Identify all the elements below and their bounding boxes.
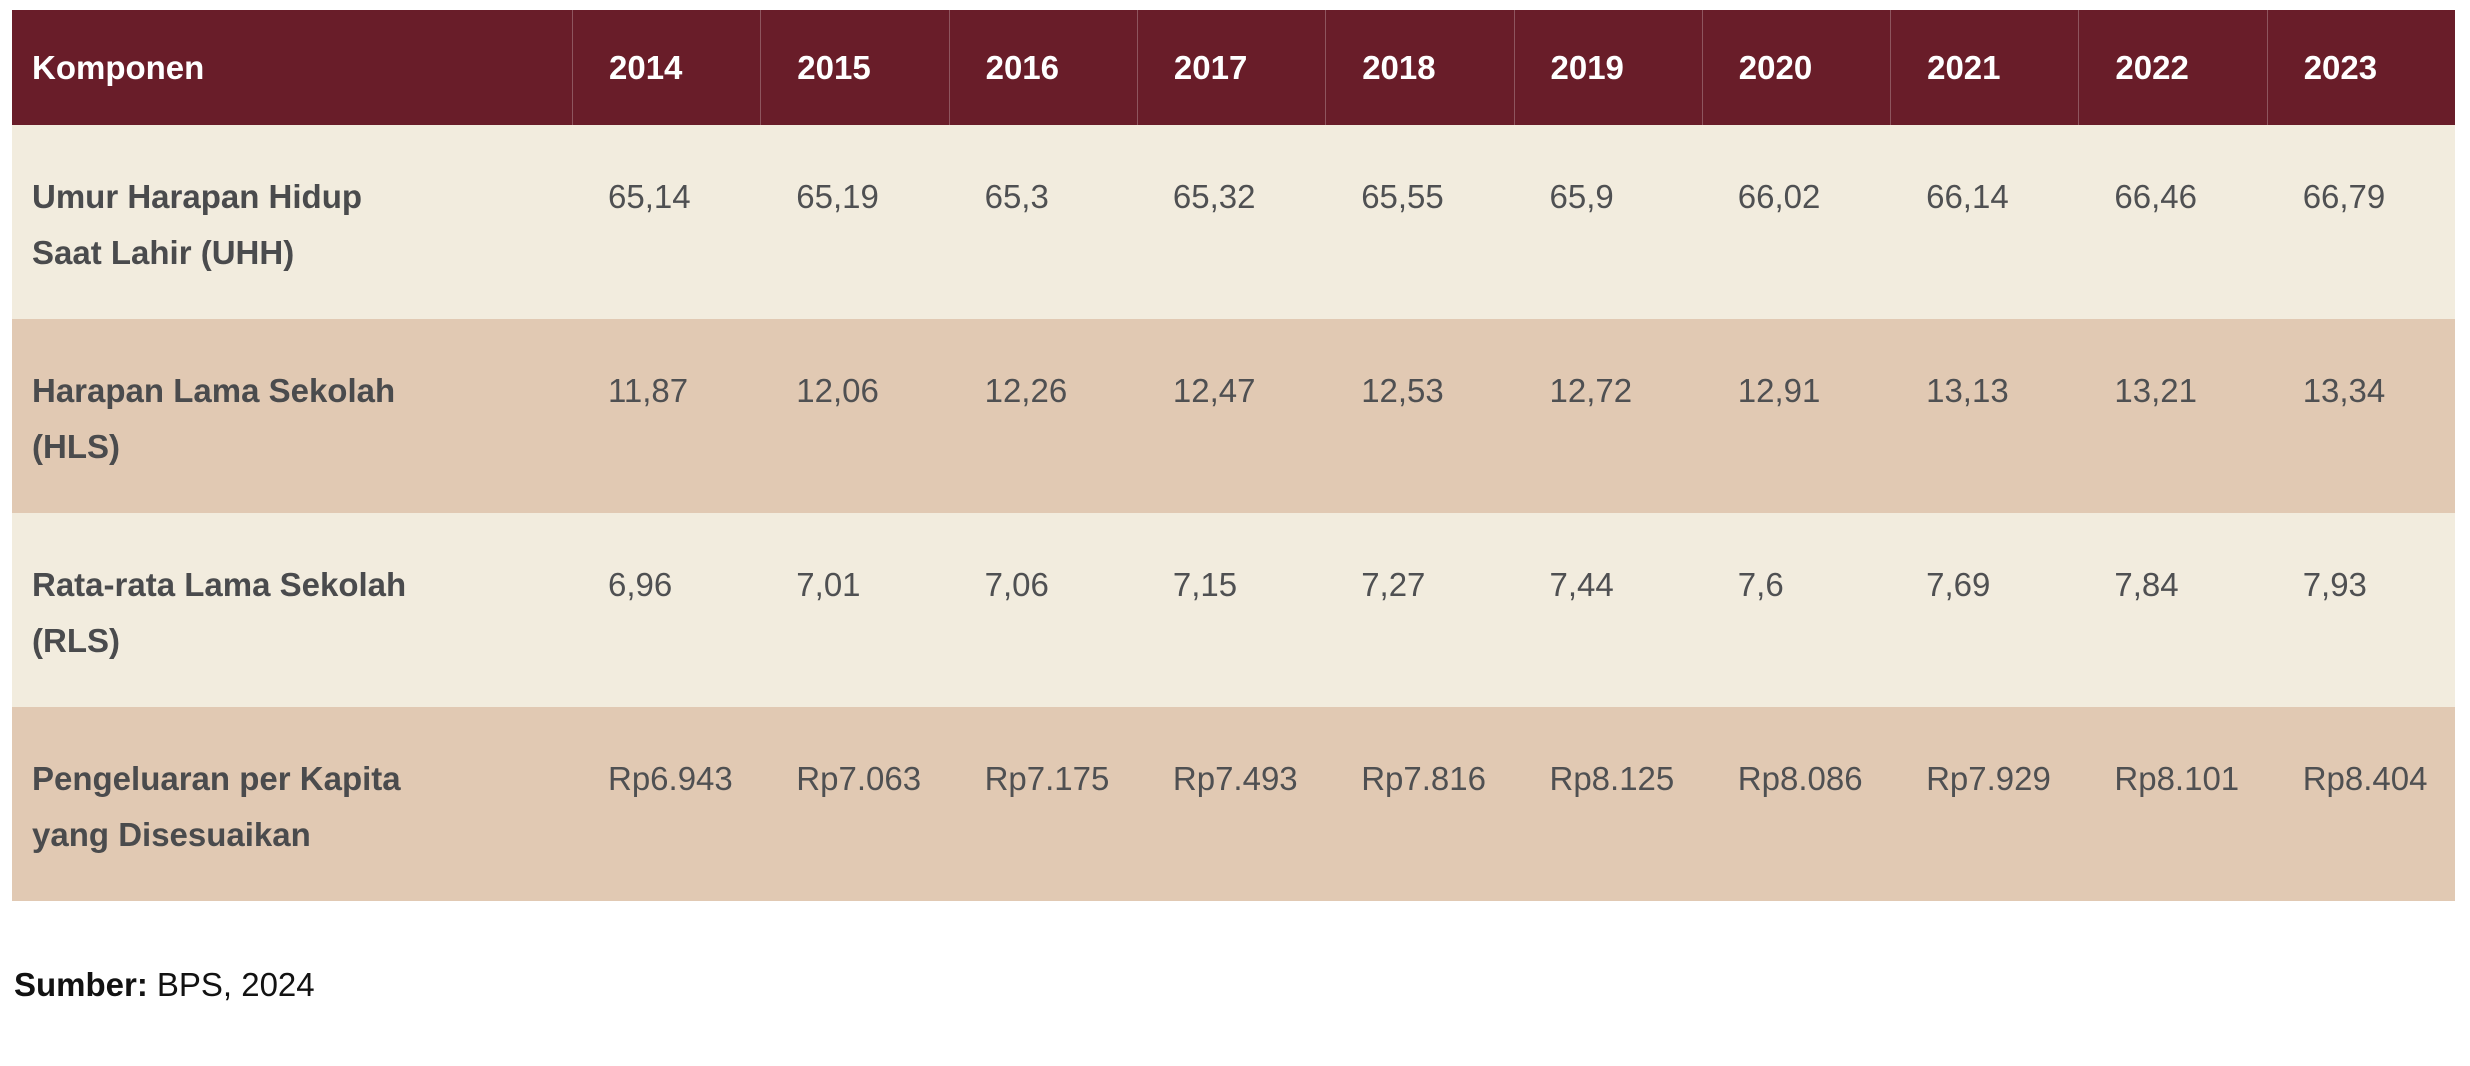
value-cell: Rp6.943 [608,760,733,797]
row-label-line2: Saat Lahir (UHH) [32,234,295,271]
value-cell: 12,72 [1549,372,1633,409]
row-label-line2: (RLS) [32,622,120,659]
header-cell-year-2022: 2022 [2078,10,2266,125]
value-cell: 7,6 [1737,566,1784,603]
header-cell-komponen: Komponen [32,48,205,86]
row-label-uhh: Umur Harapan Hidup Saat Lahir (UHH) [12,125,572,319]
header-cell-year-2019: 2019 [1513,10,1702,125]
source-label: Sumber: [14,966,148,1003]
value-cell: 6,96 [608,566,673,603]
value-cell: 7,44 [1549,566,1614,603]
value-cell: 7,27 [1361,566,1426,603]
value-cell: 65,3 [984,178,1049,215]
table-row-rls: Rata-rata Lama Sekolah (RLS) 6,96 7,01 7… [12,513,2455,707]
value-cell: 7,15 [1172,566,1238,603]
value-cell: Rp8.086 [1737,760,1863,797]
value-cell: 11,87 [608,372,689,409]
row-label-hls: Harapan Lama Sekolah (HLS) [12,319,572,513]
value-cell: Rp8.125 [1549,760,1675,797]
header-cell-year-2014: 2014 [572,10,760,125]
table-row-uhh: Umur Harapan Hidup Saat Lahir (UHH) 65,1… [12,125,2455,319]
value-cell: 66,14 [1926,178,2009,215]
value-cell: Rp8.101 [2114,760,2240,797]
row-label-line1: Harapan Lama Sekolah [32,372,396,409]
value-cell: 13,21 [2114,372,2197,409]
value-cell: 12,26 [984,372,1068,409]
value-cell: Rp7.816 [1361,760,1486,797]
value-cell: Rp7.929 [1926,760,2051,797]
value-cell: 7,06 [984,566,1049,603]
header-cell-year-2018: 2018 [1325,10,1513,125]
value-cell: 65,14 [608,178,691,215]
value-cell: 12,06 [796,372,879,409]
header-cell-year-2023: 2023 [2266,10,2455,125]
value-cell: 66,46 [2114,178,2197,215]
row-label-line1: Pengeluaran per Kapita [32,760,401,797]
value-cell: 13,34 [2302,372,2386,409]
header-cell-year-2021: 2021 [1890,10,2078,125]
table-row-hls: Harapan Lama Sekolah (HLS) 11,87 12,06 1… [12,319,2455,513]
header-cell-year-2016: 2016 [948,10,1137,125]
value-cell: 7,01 [796,566,861,603]
value-cell: 65,32 [1172,178,1256,215]
value-cell: 65,19 [796,178,879,215]
value-cell: 65,55 [1361,178,1444,215]
value-cell: Rp7.175 [984,760,1110,797]
value-cell: Rp7.063 [796,760,922,797]
value-cell: 7,84 [2114,566,2179,603]
source-value: BPS, 2024 [156,966,315,1003]
value-cell: 12,47 [1172,372,1256,409]
header-cell-year-2020: 2020 [1701,10,1890,125]
value-cell: Rp8.404 [2302,760,2428,797]
row-label-pengeluaran: Pengeluaran per Kapita yang Disesuaikan [12,707,572,901]
table-header-row: Komponen 2014 2015 2016 2017 2018 2019 2… [12,10,2455,125]
value-cell: 65,9 [1549,178,1614,215]
value-cell: 12,91 [1737,372,1821,409]
row-label-rls: Rata-rata Lama Sekolah (RLS) [12,513,572,707]
value-cell: 66,02 [1737,178,1821,215]
source-note: Sumber: BPS, 2024 [14,966,315,1004]
value-cell: 13,13 [1926,372,2009,409]
value-cell: Rp7.493 [1172,760,1298,797]
value-cell: 7,93 [2302,566,2367,603]
header-cell-year-2017: 2017 [1136,10,1325,125]
row-label-line2: (HLS) [32,428,120,465]
row-label-line2: yang Disesuaikan [32,816,311,853]
header-cell-year-2015: 2015 [760,10,948,125]
hdi-components-table: Komponen 2014 2015 2016 2017 2018 2019 2… [12,10,2455,901]
value-cell: 12,53 [1361,372,1444,409]
row-label-line1: Umur Harapan Hidup [32,178,363,215]
value-cell: 7,69 [1926,566,1991,603]
table-row-pengeluaran: Pengeluaran per Kapita yang Disesuaikan … [12,707,2455,901]
value-cell: 66,79 [2302,178,2386,215]
row-label-line1: Rata-rata Lama Sekolah [32,566,407,603]
